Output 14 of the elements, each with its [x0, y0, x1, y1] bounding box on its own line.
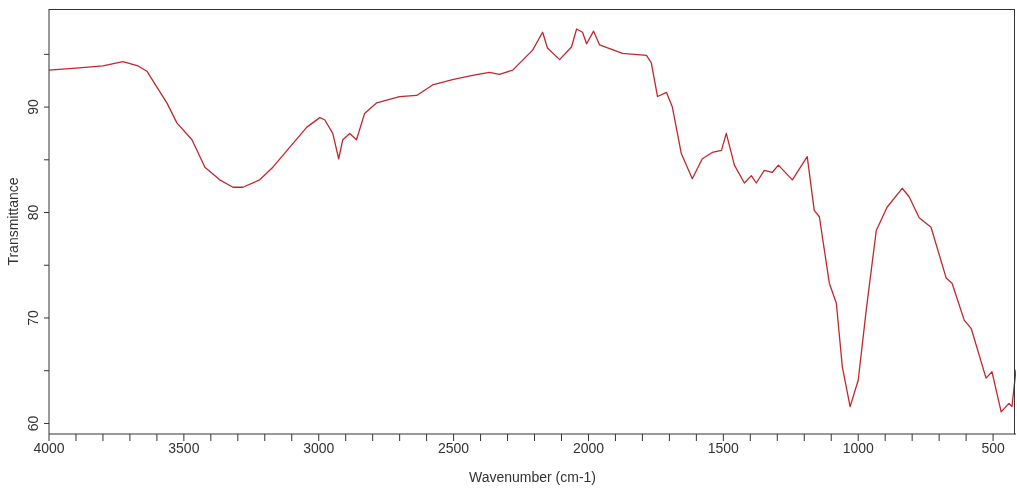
- x-tick-label: 1500: [707, 439, 740, 456]
- y-axis-title: Transmittance: [4, 177, 21, 266]
- x-tick-label: 500: [981, 439, 1005, 456]
- y-tick-label: 70: [25, 310, 41, 326]
- y-tick-label: 90: [25, 99, 41, 115]
- y-tick-label: 60: [25, 415, 41, 432]
- x-tick-label: 3500: [168, 439, 200, 456]
- x-tick-label: 4000: [33, 439, 65, 456]
- x-tick-label: 2500: [438, 439, 470, 456]
- x-tick-label: 2000: [572, 439, 605, 456]
- y-tick-label: 80: [25, 204, 41, 221]
- x-axis-title: Wavenumber (cm-1): [468, 469, 597, 485]
- x-tick-label: 1000: [842, 439, 874, 456]
- x-tick-label: 3000: [303, 439, 335, 456]
